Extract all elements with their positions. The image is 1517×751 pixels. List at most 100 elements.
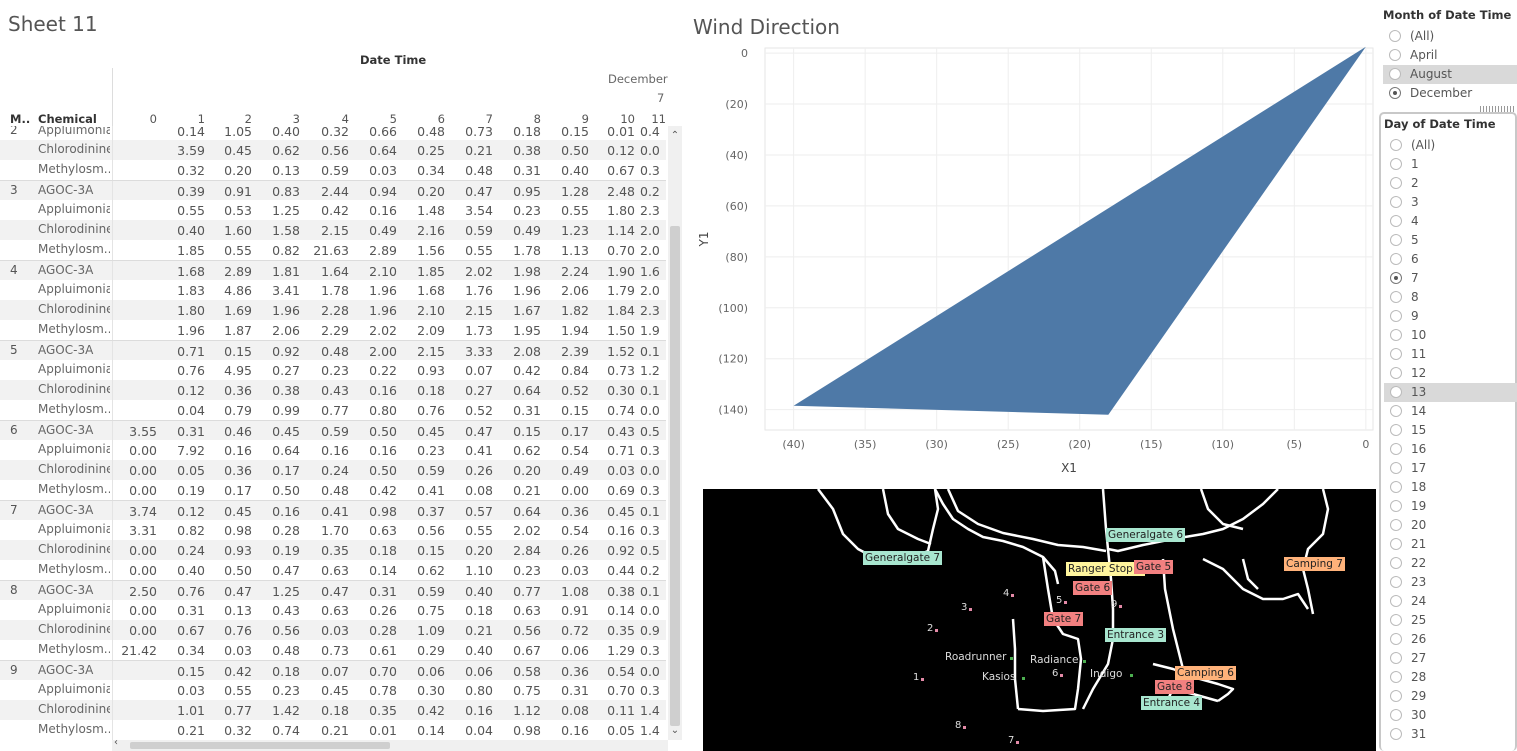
value-cell[interactable]: 0.77 <box>224 703 252 718</box>
day-option[interactable]: 8 <box>1384 288 1517 307</box>
value-cell[interactable]: 0.54 <box>561 523 589 538</box>
value-cell[interactable]: 2.3 <box>640 303 660 318</box>
radio-icon[interactable] <box>1389 30 1401 42</box>
table-row[interactable]: Appluimonia 3.31 0.82 0.98 0.28 1.70 0.63 0.56 0… <box>0 520 666 540</box>
value-cell[interactable]: 2.15 <box>321 223 349 238</box>
radio-icon[interactable] <box>1390 481 1402 493</box>
map-marker-icon[interactable] <box>1010 657 1013 660</box>
scroll-left-icon[interactable]: ‹ <box>114 737 118 748</box>
value-cell[interactable]: 0.15 <box>224 344 252 359</box>
value-cell[interactable]: 1.28 <box>561 184 589 199</box>
value-cell[interactable]: 0.98 <box>224 523 252 538</box>
value-cell[interactable]: 2.24 <box>561 264 589 279</box>
value-cell[interactable]: 1.10 <box>465 563 493 578</box>
month-option[interactable]: August <box>1383 65 1517 84</box>
value-cell[interactable]: 0.03 <box>607 463 635 478</box>
value-cell[interactable]: 0.64 <box>369 143 397 158</box>
value-cell[interactable]: 0.76 <box>177 584 205 599</box>
value-cell[interactable]: 0.98 <box>369 504 397 519</box>
value-cell[interactable]: 0.20 <box>513 463 541 478</box>
value-cell[interactable]: 0.0 <box>640 664 660 679</box>
value-cell[interactable]: 0.13 <box>224 603 252 618</box>
table-row[interactable]: Methylosm.. 0.32 0.20 0.13 0.59 0.03 0.34 0.48 0… <box>0 160 666 180</box>
value-cell[interactable]: 1.85 <box>417 264 445 279</box>
radio-icon[interactable] <box>1390 709 1402 721</box>
value-cell[interactable]: 0.28 <box>369 623 397 638</box>
value-cell[interactable]: 0.30 <box>417 683 445 698</box>
day-option[interactable]: 6 <box>1384 250 1517 269</box>
value-cell[interactable]: 0.36 <box>224 463 252 478</box>
map-location-label[interactable]: Entrance 3 <box>1105 628 1167 642</box>
table-row[interactable]: Chlorodinine 3.59 0.45 0.62 0.56 0.64 0.25 0.21… <box>0 140 666 160</box>
value-cell[interactable]: 0.56 <box>417 523 445 538</box>
value-cell[interactable]: 2.15 <box>417 344 445 359</box>
day-option[interactable]: 21 <box>1384 535 1517 554</box>
day-option[interactable]: 25 <box>1384 611 1517 630</box>
value-cell[interactable]: 0.40 <box>177 563 205 578</box>
value-cell[interactable]: 0.0 <box>640 603 660 618</box>
value-cell[interactable]: 1.90 <box>607 264 635 279</box>
day-option[interactable]: 12 <box>1384 364 1517 383</box>
value-cell[interactable]: 1.73 <box>465 323 493 338</box>
value-cell[interactable]: 21.42 <box>121 643 157 658</box>
table-row[interactable]: Appluimonia 0.00 0.31 0.13 0.43 0.63 0.26 0.75 0… <box>0 600 666 620</box>
value-cell[interactable]: 0.42 <box>321 203 349 218</box>
map-location-label[interactable]: Gate 8 <box>1155 680 1195 694</box>
value-cell[interactable]: 1.23 <box>561 223 589 238</box>
value-cell[interactable]: 0.99 <box>272 403 300 418</box>
radio-icon[interactable] <box>1390 614 1402 626</box>
value-cell[interactable]: 0.21 <box>321 723 349 738</box>
value-cell[interactable]: 1.60 <box>224 223 252 238</box>
value-cell[interactable]: 0.06 <box>417 664 445 679</box>
value-cell[interactable]: 0.45 <box>607 504 635 519</box>
vertical-scrollbar[interactable]: ⌃ ⌄ <box>668 126 682 740</box>
radio-icon[interactable] <box>1390 291 1402 303</box>
value-cell[interactable]: 0.77 <box>321 403 349 418</box>
value-cell[interactable]: 1.79 <box>607 283 635 298</box>
month-option[interactable]: December <box>1383 84 1517 103</box>
value-cell[interactable]: 0.18 <box>369 543 397 558</box>
value-cell[interactable]: 3.74 <box>129 504 157 519</box>
table-row[interactable]: Appluimonia 1.83 4.86 3.41 1.78 1.96 1.68 1.76 1… <box>0 280 666 300</box>
radio-icon[interactable] <box>1390 424 1402 436</box>
value-cell[interactable]: 0.41 <box>465 443 493 458</box>
table-row[interactable]: Chlorodinine 0.00 0.05 0.36 0.17 0.24 0.50 0.59… <box>0 460 666 480</box>
value-cell[interactable]: 0.93 <box>417 363 445 378</box>
month-column-header[interactable]: December <box>608 72 668 86</box>
value-cell[interactable]: 0.20 <box>417 184 445 199</box>
hour-header[interactable]: 2 <box>244 112 252 126</box>
radio-icon[interactable] <box>1390 557 1402 569</box>
value-cell[interactable]: 3.41 <box>272 283 300 298</box>
day-option[interactable]: 4 <box>1384 212 1517 231</box>
value-cell[interactable]: 0.54 <box>561 443 589 458</box>
value-cell[interactable]: 0.03 <box>369 163 397 178</box>
hour-header[interactable]: 10 <box>620 112 635 126</box>
value-cell[interactable]: 1.4 <box>640 703 660 718</box>
value-cell[interactable]: 2.89 <box>224 264 252 279</box>
value-cell[interactable]: 0.37 <box>417 504 445 519</box>
value-cell[interactable]: 0.67 <box>607 163 635 178</box>
value-cell[interactable]: 0.50 <box>561 143 589 158</box>
value-cell[interactable]: 1.56 <box>417 243 445 258</box>
value-cell[interactable]: 0.45 <box>224 504 252 519</box>
value-cell[interactable]: 2.06 <box>561 283 589 298</box>
sensor-marker-icon[interactable] <box>1064 601 1067 604</box>
value-cell[interactable]: 0.32 <box>177 163 205 178</box>
table-row[interactable]: 2 Appluimonia 0.14 1.05 0.40 0.32 0.66 0.48 0.73… <box>0 126 666 140</box>
value-cell[interactable]: 0.31 <box>513 163 541 178</box>
radio-icon[interactable] <box>1390 538 1402 550</box>
value-cell[interactable]: 0.48 <box>321 344 349 359</box>
value-cell[interactable]: 0.00 <box>129 443 157 458</box>
value-cell[interactable]: 0.47 <box>465 184 493 199</box>
sensor-marker-icon[interactable] <box>921 678 924 681</box>
value-cell[interactable]: 0.56 <box>321 143 349 158</box>
map-marker-icon[interactable] <box>1022 677 1026 680</box>
value-cell[interactable]: 0.47 <box>224 584 252 599</box>
value-cell[interactable]: 0.3 <box>640 163 660 178</box>
value-cell[interactable]: 0.66 <box>369 126 397 139</box>
value-cell[interactable]: 0.82 <box>177 523 205 538</box>
value-cell[interactable]: 3.59 <box>177 143 205 158</box>
value-cell[interactable]: 0.40 <box>177 223 205 238</box>
value-cell[interactable]: 1.25 <box>272 203 300 218</box>
value-cell[interactable]: 0.1 <box>640 383 660 398</box>
